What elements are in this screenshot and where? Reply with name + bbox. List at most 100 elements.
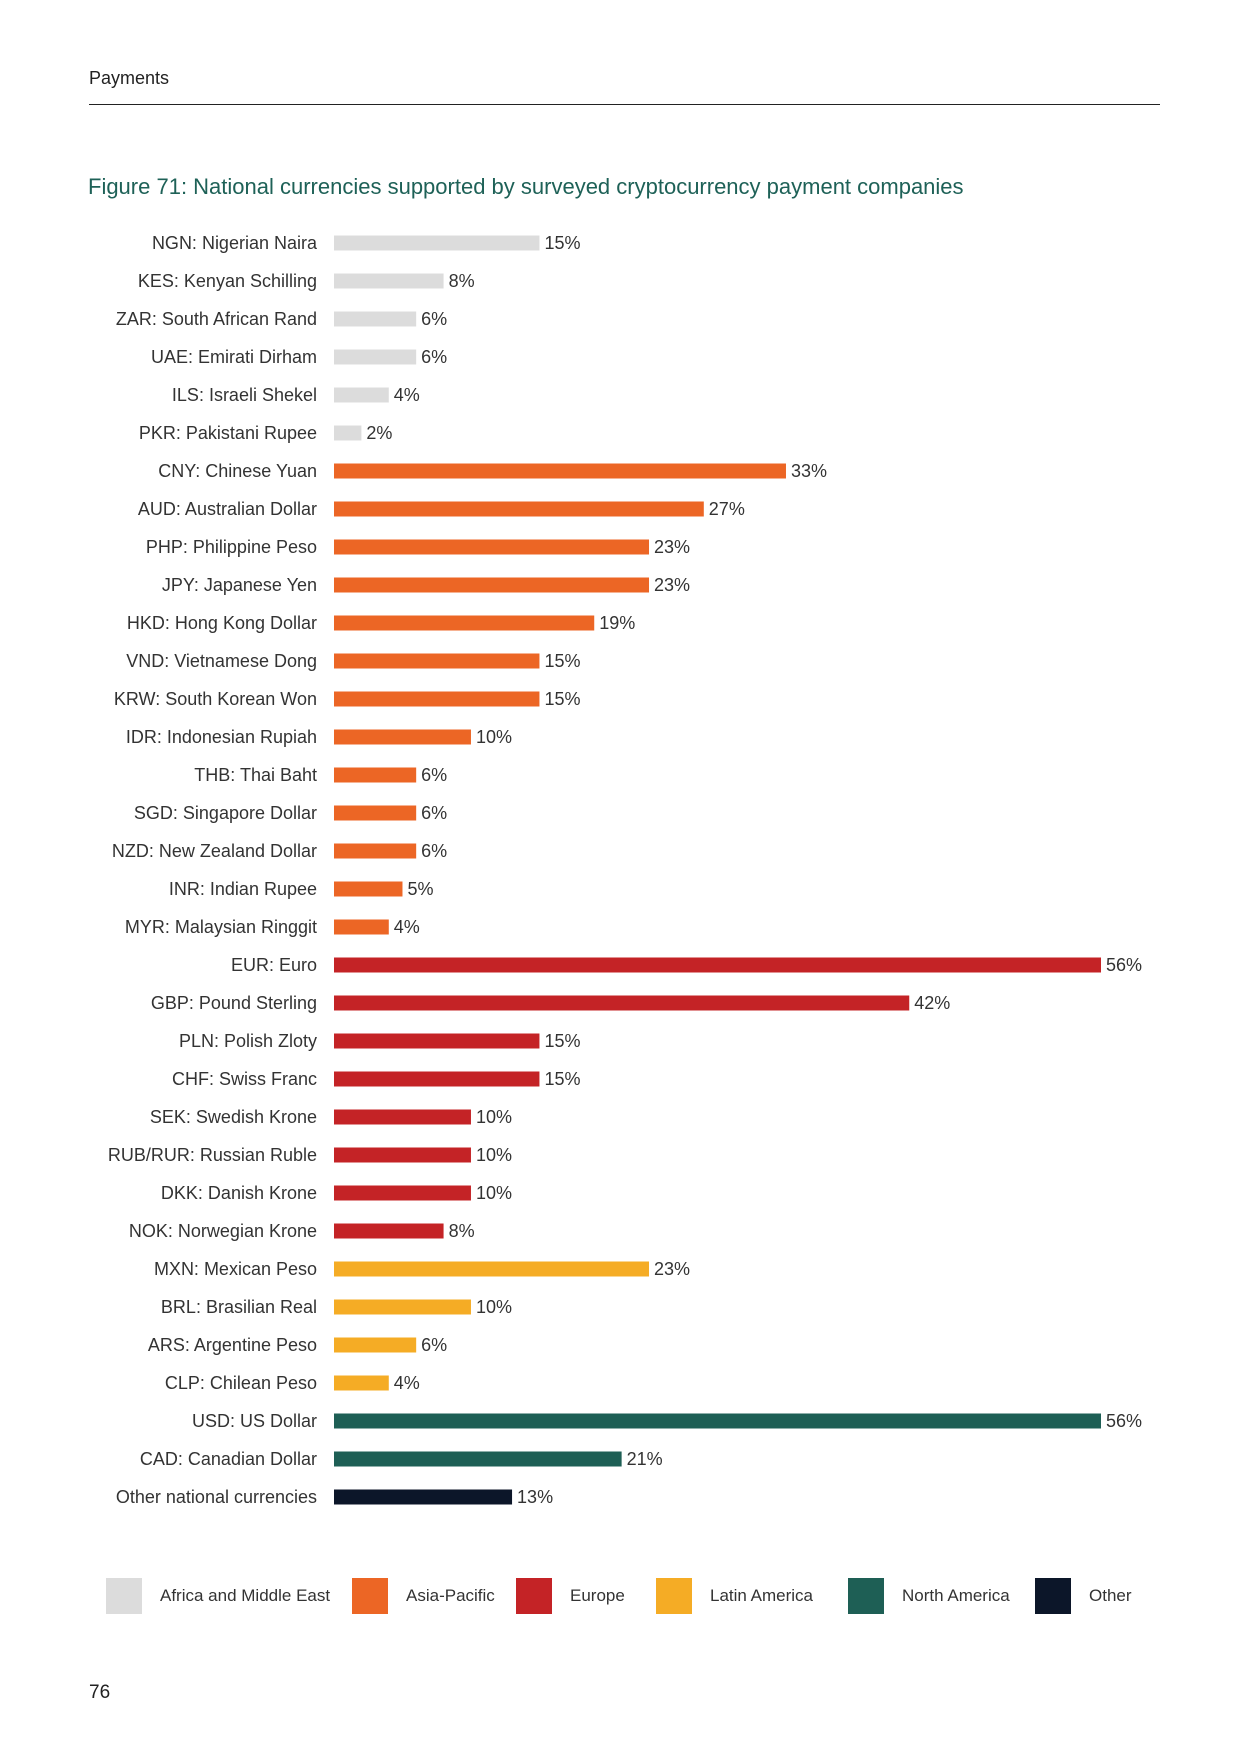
bar xyxy=(334,349,417,365)
legend-item: Asia-Pacific xyxy=(352,1578,495,1614)
legend-label: Asia-Pacific xyxy=(406,1586,495,1605)
legend-item: North America xyxy=(848,1578,1010,1614)
category-label: KES: Kenyan Schilling xyxy=(138,271,317,291)
value-label: 6% xyxy=(421,1335,447,1355)
value-label: 23% xyxy=(654,1259,690,1279)
bar-chart: NGN: Nigerian Naira 15% KES: Kenyan Schill… xyxy=(108,233,1142,1507)
legend-item: Europe xyxy=(516,1578,625,1614)
bar xyxy=(334,1071,540,1087)
category-label: CHF: Swiss Franc xyxy=(172,1069,317,1089)
bar xyxy=(334,1337,417,1353)
bar xyxy=(334,995,910,1011)
bar xyxy=(334,1489,513,1505)
category-label: UAE: Emirati Dirham xyxy=(151,347,317,367)
value-label: 10% xyxy=(476,1297,512,1317)
category-label: JPY: Japanese Yen xyxy=(162,575,317,595)
category-label: NGN: Nigerian Naira xyxy=(152,233,318,253)
category-label: THB: Thai Baht xyxy=(194,765,317,785)
category-label: NOK: Norwegian Krone xyxy=(129,1221,317,1241)
bar xyxy=(334,805,417,821)
value-label: 13% xyxy=(517,1487,553,1507)
bar xyxy=(334,691,540,707)
bar xyxy=(334,1299,471,1315)
value-label: 42% xyxy=(914,993,950,1013)
bar xyxy=(334,311,417,327)
category-label: DKK: Danish Krone xyxy=(161,1183,317,1203)
category-label: PHP: Philippine Peso xyxy=(146,537,317,557)
category-label: BRL: Brasilian Real xyxy=(161,1297,317,1317)
category-label: ARS: Argentine Peso xyxy=(148,1335,317,1355)
bar xyxy=(334,1375,389,1391)
value-label: 10% xyxy=(476,1145,512,1165)
value-label: 4% xyxy=(394,917,420,937)
category-label: PKR: Pakistani Rupee xyxy=(139,423,317,443)
value-label: 23% xyxy=(654,537,690,557)
category-label: ILS: Israeli Shekel xyxy=(172,385,317,405)
legend-swatch xyxy=(352,1578,388,1614)
bar xyxy=(334,1033,540,1049)
legend-swatch xyxy=(656,1578,692,1614)
category-label: PLN: Polish Zloty xyxy=(179,1031,317,1051)
page-number: 76 xyxy=(89,1682,111,1703)
value-label: 15% xyxy=(544,1069,580,1089)
category-label: Other national currencies xyxy=(116,1487,317,1507)
category-label: IDR: Indonesian Rupiah xyxy=(126,727,317,747)
value-label: 6% xyxy=(421,841,447,861)
value-label: 10% xyxy=(476,1183,512,1203)
bar xyxy=(334,1451,622,1467)
legend-item: Other xyxy=(1035,1578,1132,1614)
category-label: USD: US Dollar xyxy=(192,1411,317,1431)
category-label: GBP: Pound Sterling xyxy=(151,993,317,1013)
bar xyxy=(334,1109,471,1125)
bar xyxy=(334,463,786,479)
bar xyxy=(334,767,417,783)
value-label: 21% xyxy=(627,1449,663,1469)
value-label: 15% xyxy=(544,651,580,671)
value-label: 6% xyxy=(421,765,447,785)
bar xyxy=(334,1413,1101,1429)
bar xyxy=(334,1223,444,1239)
legend-swatch xyxy=(1035,1578,1071,1614)
legend-item: Latin America xyxy=(656,1578,813,1614)
value-label: 6% xyxy=(421,803,447,823)
bar xyxy=(334,501,704,517)
legend-label: North America xyxy=(902,1586,1010,1605)
legend-label: Africa and Middle East xyxy=(160,1586,331,1605)
legend-label: Other xyxy=(1089,1586,1132,1605)
bar xyxy=(334,387,389,403)
category-label: AUD: Australian Dollar xyxy=(138,499,317,519)
value-label: 2% xyxy=(366,423,392,443)
value-label: 19% xyxy=(599,613,635,633)
bar xyxy=(334,577,650,593)
legend: Africa and Middle East Asia-Pacific Europe… xyxy=(106,1578,1166,1614)
value-label: 10% xyxy=(476,727,512,747)
category-label: CLP: Chilean Peso xyxy=(165,1373,317,1393)
bar xyxy=(334,1261,650,1277)
legend-label: Latin America xyxy=(710,1586,813,1605)
value-label: 56% xyxy=(1106,955,1142,975)
bar xyxy=(334,653,540,669)
bar xyxy=(334,425,362,441)
value-label: 10% xyxy=(476,1107,512,1127)
bar xyxy=(334,957,1101,973)
category-label: ZAR: South African Rand xyxy=(116,309,317,329)
category-label: KRW: South Korean Won xyxy=(114,689,317,709)
bar xyxy=(334,919,389,935)
legend-swatch xyxy=(516,1578,552,1614)
bar xyxy=(334,729,471,745)
bar xyxy=(334,539,650,555)
section-title: Payments xyxy=(89,68,170,88)
bar xyxy=(334,843,417,859)
category-label: INR: Indian Rupee xyxy=(169,879,317,899)
bar xyxy=(334,1185,471,1201)
value-label: 4% xyxy=(394,1373,420,1393)
value-label: 27% xyxy=(709,499,745,519)
legend-item: Africa and Middle East xyxy=(106,1578,330,1614)
category-label: EUR: Euro xyxy=(231,955,317,975)
category-label: CAD: Canadian Dollar xyxy=(140,1449,317,1469)
bar xyxy=(334,615,595,631)
bar xyxy=(334,1147,471,1163)
value-label: 4% xyxy=(394,385,420,405)
value-label: 15% xyxy=(544,233,580,253)
category-label: VND: Vietnamese Dong xyxy=(126,651,317,671)
